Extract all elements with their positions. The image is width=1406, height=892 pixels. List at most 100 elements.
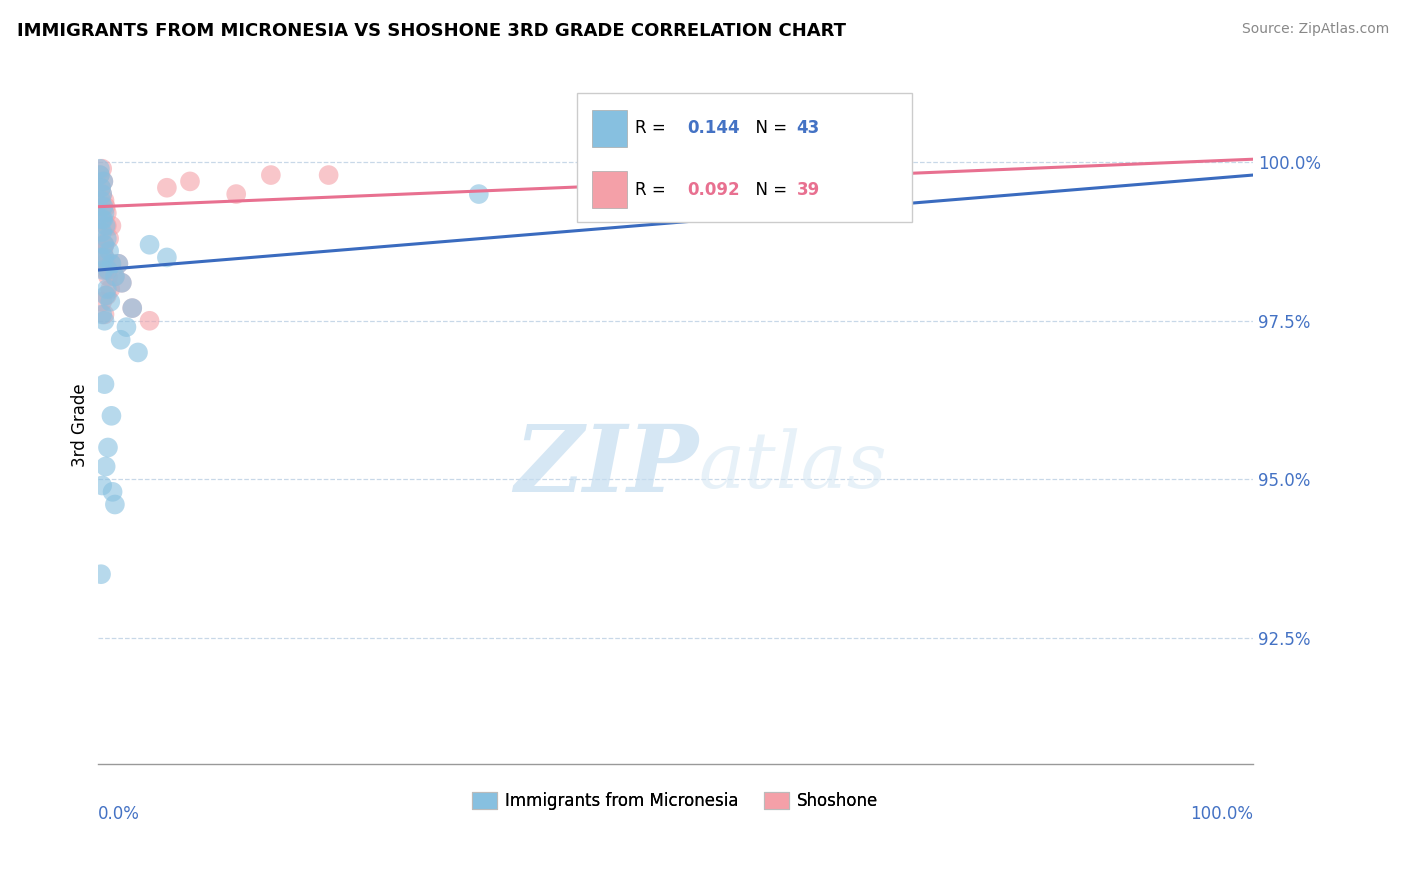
Point	[91, 225, 114, 239]
Text: atlas: atlas	[699, 428, 887, 504]
Point	[94, 219, 117, 233]
Point	[127, 345, 149, 359]
Point	[121, 301, 143, 315]
Point	[225, 187, 247, 202]
Point	[138, 314, 160, 328]
Point	[100, 257, 122, 271]
Y-axis label: 3rd Grade: 3rd Grade	[72, 384, 89, 467]
Point	[93, 206, 115, 220]
Point	[90, 212, 112, 227]
Text: N =: N =	[745, 120, 792, 137]
Point	[138, 237, 160, 252]
Point	[111, 276, 134, 290]
Point	[91, 212, 114, 227]
Point	[104, 269, 127, 284]
Point	[94, 200, 117, 214]
FancyBboxPatch shape	[592, 171, 627, 209]
Point	[100, 219, 122, 233]
Point	[93, 263, 115, 277]
Point	[89, 161, 111, 176]
Text: Source: ZipAtlas.com: Source: ZipAtlas.com	[1241, 22, 1389, 37]
Point	[93, 251, 115, 265]
Point	[93, 174, 115, 188]
Point	[97, 269, 120, 284]
Point	[318, 168, 340, 182]
Point	[91, 308, 114, 322]
Point	[89, 168, 111, 182]
Point	[89, 168, 111, 182]
Point	[156, 251, 179, 265]
Point	[98, 282, 121, 296]
Point	[90, 194, 112, 208]
Text: N =: N =	[745, 181, 792, 199]
Point	[107, 257, 129, 271]
Point	[90, 251, 112, 265]
Point	[91, 212, 114, 227]
Point	[96, 231, 118, 245]
Point	[110, 333, 132, 347]
Point	[96, 288, 118, 302]
Point	[100, 257, 122, 271]
Text: IMMIGRANTS FROM MICRONESIA VS SHOSHONE 3RD GRADE CORRELATION CHART: IMMIGRANTS FROM MICRONESIA VS SHOSHONE 3…	[17, 22, 846, 40]
Point	[156, 180, 179, 194]
FancyBboxPatch shape	[576, 93, 912, 222]
Point	[94, 257, 117, 271]
Point	[93, 377, 115, 392]
Point	[96, 206, 118, 220]
Point	[97, 263, 120, 277]
Point	[96, 219, 118, 233]
Point	[98, 244, 121, 258]
Text: 43: 43	[797, 120, 820, 137]
Point	[468, 187, 491, 202]
Point	[101, 484, 124, 499]
Point	[93, 314, 115, 328]
Point	[90, 567, 112, 582]
Point	[93, 251, 115, 265]
Point	[91, 187, 114, 202]
Point	[93, 237, 115, 252]
Text: R =: R =	[634, 120, 671, 137]
Text: 0.092: 0.092	[686, 181, 740, 199]
Point	[104, 498, 127, 512]
Point	[89, 821, 111, 835]
Text: R =: R =	[634, 181, 671, 199]
Text: 0.144: 0.144	[686, 120, 740, 137]
Point	[111, 276, 134, 290]
Point	[90, 225, 112, 239]
Point	[91, 294, 114, 309]
Point	[93, 237, 115, 252]
Point	[90, 180, 112, 194]
Point	[179, 174, 201, 188]
Point	[98, 231, 121, 245]
Point	[94, 459, 117, 474]
Point	[93, 200, 115, 214]
Point	[98, 294, 121, 309]
Text: 100.0%: 100.0%	[1189, 805, 1253, 823]
Point	[115, 320, 138, 334]
Point	[93, 308, 115, 322]
Point	[93, 212, 115, 227]
Point	[91, 478, 114, 492]
Point	[91, 200, 114, 214]
Text: 0.0%: 0.0%	[97, 805, 139, 823]
Point	[97, 441, 120, 455]
Point	[107, 257, 129, 271]
Point	[104, 269, 127, 284]
Point	[260, 168, 283, 182]
Text: ZIP: ZIP	[515, 421, 699, 511]
Legend: Immigrants from Micronesia, Shoshone: Immigrants from Micronesia, Shoshone	[465, 786, 886, 817]
Point	[93, 237, 115, 252]
Point	[100, 409, 122, 423]
Point	[91, 187, 114, 202]
Point	[91, 161, 114, 176]
Point	[93, 194, 115, 208]
Point	[97, 263, 120, 277]
Point	[94, 263, 117, 277]
Point	[93, 244, 115, 258]
Point	[93, 174, 115, 188]
Point	[96, 282, 118, 296]
FancyBboxPatch shape	[592, 110, 627, 147]
Text: 39: 39	[797, 181, 820, 199]
Point	[90, 180, 112, 194]
Point	[121, 301, 143, 315]
